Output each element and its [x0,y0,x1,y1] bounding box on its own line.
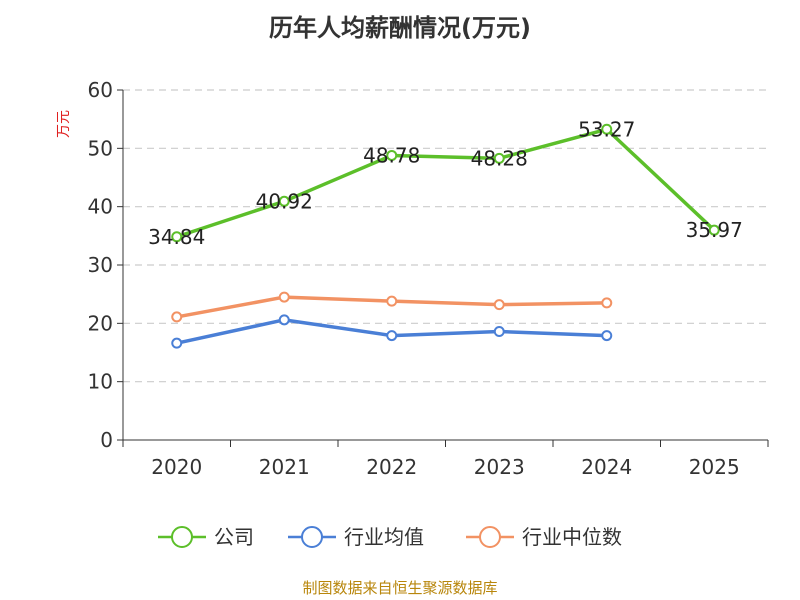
y-tick-label: 30 [88,253,113,277]
series-2 [171,291,613,323]
y-axis-label: 万元 [56,110,72,138]
y-tick-label: 50 [88,136,113,160]
x-tick-label: 2024 [581,455,632,479]
data-label: 35.97 [686,218,743,242]
axes: 0 10 20 30 40 50 60 2020 2021 2022 2023 2024 2025 [88,78,769,479]
legend-item[interactable]: 行业中位数 [466,525,622,549]
data-point[interactable] [171,231,183,243]
legend-label: 行业均值 [344,525,424,549]
x-tick-label: 2022 [366,455,417,479]
legend-item[interactable]: 行业均值 [288,525,424,549]
data-label: 40.92 [256,189,313,213]
series-group [171,123,720,349]
data-point[interactable] [171,311,183,323]
data-point[interactable] [493,299,505,311]
y-tick-label: 60 [88,78,113,102]
legend-item[interactable]: 公司 [158,525,254,549]
series-0 [171,123,720,243]
y-tick-label: 20 [88,311,113,335]
data-point[interactable] [708,224,720,236]
data-point[interactable] [386,330,398,342]
x-tick-label: 2021 [259,455,310,479]
data-label: 53.27 [578,117,635,141]
data-label: 48.78 [363,143,420,167]
data-point[interactable] [493,326,505,337]
data-point[interactable] [278,314,290,326]
legend-label: 公司 [214,525,254,549]
source-note: 制图数据来自恒生聚源数据库 [302,579,497,597]
legend-marker [479,526,501,548]
data-labels: 34.84 40.92 48.78 48.28 53.27 35.97 [148,117,743,249]
legend-marker [171,526,193,548]
data-point[interactable] [278,195,290,207]
y-tick-label: 0 [100,428,113,452]
x-tick-label: 2025 [689,455,740,479]
data-point[interactable] [278,291,290,303]
chart-title: 历年人均薪酬情况(万元) [269,14,531,42]
legend-marker [301,526,323,548]
grid-lines [123,89,768,383]
data-label: 48.28 [471,146,528,170]
data-point[interactable] [601,123,613,135]
series-1 [171,314,613,349]
data-point[interactable] [386,295,398,307]
y-tick-label: 10 [88,370,113,394]
series-line [176,127,716,239]
data-label: 34.84 [148,225,205,249]
data-point[interactable] [171,337,183,349]
data-point[interactable] [601,297,613,309]
x-tick-label: 2020 [151,455,202,479]
legend-label: 行业中位数 [522,525,622,549]
data-point[interactable] [386,149,398,161]
y-tick-label: 40 [88,195,113,219]
x-tick-label: 2023 [474,455,525,479]
data-point[interactable] [493,152,505,164]
legend[interactable]: 公司 行业均值 行业中位数 [158,525,622,549]
data-point[interactable] [601,330,613,342]
